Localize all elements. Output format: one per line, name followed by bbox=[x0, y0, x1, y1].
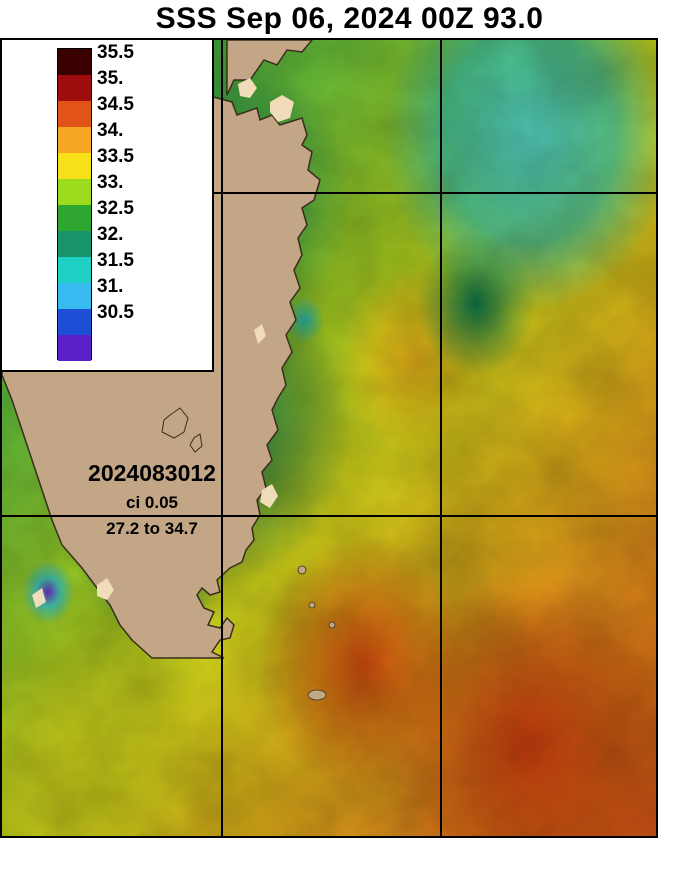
colorbar-label-35: 35. bbox=[97, 68, 123, 90]
run-info-block: 2024083012 ci 0.05 27.2 to 34.7 bbox=[32, 460, 272, 539]
swatch-34 bbox=[58, 127, 91, 153]
colorbar-label-31: 31. bbox=[97, 276, 123, 298]
run-id-label: 2024083012 bbox=[32, 460, 272, 487]
colorbar-label-32: 32. bbox=[97, 224, 123, 246]
colorbar-label-35.5: 35.5 bbox=[97, 42, 134, 64]
swatch-34.5 bbox=[58, 101, 91, 127]
gridline-145e bbox=[440, 40, 442, 836]
land-islet-1 bbox=[298, 566, 306, 574]
swatch-30.5a bbox=[58, 309, 91, 335]
contour-interval-label: ci 0.05 bbox=[32, 493, 272, 513]
land-islet-2 bbox=[309, 602, 315, 608]
colorbar-swatches bbox=[57, 48, 92, 360]
colorbar-label-31.5: 31.5 bbox=[97, 250, 134, 272]
swatch-35.5 bbox=[58, 49, 91, 75]
colorbar-label-33: 33. bbox=[97, 172, 123, 194]
value-range-label: 27.2 to 34.7 bbox=[32, 519, 272, 539]
swatch-33 bbox=[58, 179, 91, 205]
page-title: SSS Sep 06, 2024 00Z 93.0 bbox=[0, 2, 699, 36]
colorbar-label-34: 34. bbox=[97, 120, 123, 142]
swatch-33.5 bbox=[58, 153, 91, 179]
swatch-31.5 bbox=[58, 257, 91, 283]
colorbar-legend[interactable]: 35.5 35. 34.5 34. 33.5 33. 32.5 32. 31.5… bbox=[2, 40, 214, 372]
colorbar-label-30.5: 30.5 bbox=[97, 302, 134, 324]
swatch-32 bbox=[58, 231, 91, 257]
swatch-32.5 bbox=[58, 205, 91, 231]
swatch-30.5b bbox=[58, 335, 91, 361]
colorbar-label-32.5: 32.5 bbox=[97, 198, 134, 220]
gridline-35n bbox=[2, 515, 656, 517]
land-islet-4 bbox=[308, 690, 326, 700]
swatch-31 bbox=[58, 283, 91, 309]
land-islet-3 bbox=[329, 622, 335, 628]
sss-map[interactable]: 2024083012 ci 0.05 27.2 to 34.7 35.5 35.… bbox=[0, 38, 658, 838]
colorbar-label-34.5: 34.5 bbox=[97, 94, 134, 116]
swatch-35 bbox=[58, 75, 91, 101]
gridline-140e bbox=[221, 40, 223, 836]
colorbar-label-33.5: 33.5 bbox=[97, 146, 134, 168]
root: { "title": "SSS Sep 06, 2024 00Z 93.0", … bbox=[0, 0, 699, 877]
